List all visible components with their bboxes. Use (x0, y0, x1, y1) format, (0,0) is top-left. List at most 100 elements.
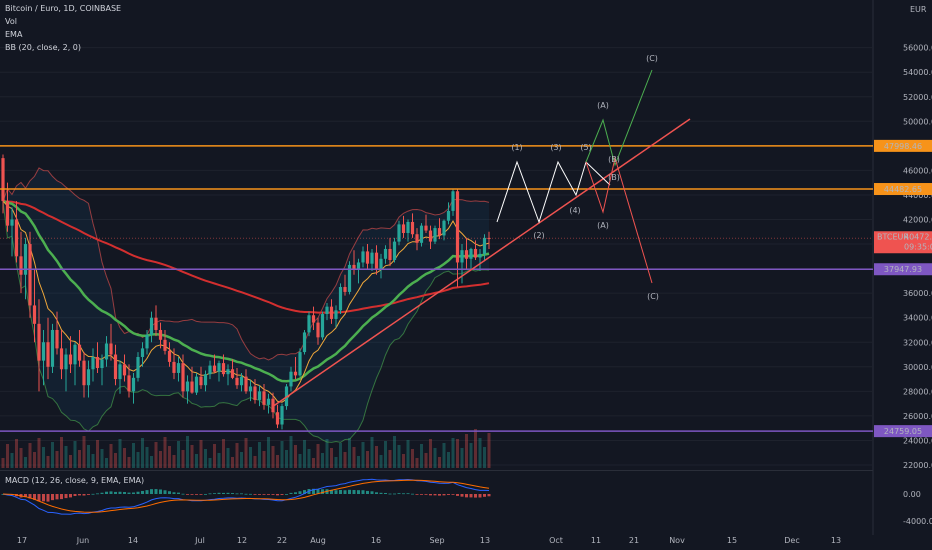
y-tick-label: 42000.00 (903, 216, 932, 225)
macd-histogram-bar (163, 490, 167, 494)
volume-bar (460, 448, 464, 468)
volume-bar (15, 439, 18, 468)
volume-bar (208, 458, 212, 468)
macd-histogram-bar (258, 494, 261, 495)
y-tick-label: 46000.00 (903, 166, 932, 175)
macd-histogram-bar (366, 490, 369, 494)
ema-green (2, 199, 490, 383)
candle-body (19, 256, 23, 275)
macd-histogram-bar (118, 491, 122, 494)
macd-histogram-bar (253, 494, 257, 495)
macd-histogram-bar (411, 493, 414, 495)
level-label: 37947.93 (884, 265, 922, 274)
macd-histogram-bar (271, 494, 275, 495)
volume-bar (172, 455, 176, 468)
volume-bar (73, 441, 77, 468)
candle-body (163, 339, 167, 351)
macd-histogram-bar (474, 494, 477, 498)
candle-body (442, 220, 446, 236)
level-tag (874, 263, 932, 276)
candle-body (145, 334, 149, 349)
y-tick-label: 26000.00 (903, 412, 932, 421)
panel-divider (0, 470, 873, 471)
macd-histogram-bar (91, 493, 95, 495)
macd-histogram-bar (294, 492, 297, 494)
volume-bar (240, 452, 243, 468)
volume-bar (442, 443, 446, 468)
y-tick-label: 28000.00 (903, 387, 932, 396)
volume-bar (226, 448, 230, 468)
rising-trendline (271, 118, 691, 408)
volume-bar (402, 454, 405, 468)
volume-bar (316, 444, 320, 468)
chart-title[interactable]: Bitcoin / Euro, 1D, COINBASE (5, 4, 122, 13)
x-tick-label: Nov (669, 536, 685, 545)
volume-bar (469, 443, 473, 468)
macd-legend[interactable]: MACD (12, 26, close, 9, EMA, EMA) (5, 476, 145, 485)
macd-histogram-bar (240, 493, 243, 495)
volume-bar (150, 456, 153, 468)
wave-label-white: (3) (550, 143, 561, 152)
macd-histogram-bar (424, 494, 428, 495)
wave-label-green: (B) (608, 173, 620, 182)
volume-bar (352, 447, 356, 468)
candle-body (469, 248, 473, 259)
candle-body (140, 348, 145, 357)
candle-body (109, 343, 113, 355)
volume-bar (154, 442, 158, 468)
wave-path-red (585, 156, 653, 284)
candle-body (64, 354, 68, 370)
macd-histogram-bar (199, 494, 203, 495)
y-tick-label: 50000.00 (903, 117, 932, 126)
macd-histogram-bar (487, 494, 491, 497)
macd-histogram-bar (402, 493, 405, 495)
volume-bar (199, 440, 203, 468)
x-tick-label: Aug (310, 536, 326, 545)
macd-histogram-bar (420, 494, 423, 495)
volume-bar (168, 446, 171, 468)
candle-body (473, 248, 478, 258)
macd-histogram-bar (82, 494, 86, 496)
volume-bar (213, 444, 216, 468)
legend-bb[interactable]: BB (20, close, 2, 0) (5, 43, 81, 52)
candle-body (77, 344, 82, 361)
macd-histogram-bar (109, 491, 113, 494)
candle-body (275, 412, 280, 425)
candle-body (401, 224, 406, 234)
macd-histogram-bar (460, 494, 464, 497)
legend-ema[interactable]: EMA (5, 30, 23, 39)
macd-histogram-bar (231, 493, 234, 494)
candle-body (289, 371, 293, 387)
y-tick-label: 22000.00 (903, 461, 932, 470)
volume-bar (60, 437, 63, 468)
candle-body (370, 252, 374, 264)
candle-body (59, 348, 64, 370)
volume-bar (33, 452, 36, 468)
candle-body (1, 158, 5, 202)
volume-bar (46, 456, 50, 468)
macd-histogram-bar (456, 494, 459, 496)
candle-body (482, 237, 487, 254)
volume-bar (424, 453, 428, 468)
macd-histogram-bar (127, 492, 131, 494)
volume-bar (361, 442, 365, 468)
volume-bar (159, 451, 162, 468)
volume-bar (285, 450, 288, 468)
volume-bar (204, 449, 207, 468)
macd-histogram-bar (213, 493, 216, 495)
volume-bar (145, 447, 149, 468)
wave-label-white: (1) (511, 143, 522, 152)
volume-bar (465, 434, 468, 468)
level-label: 24759.05 (884, 427, 922, 436)
macd-histogram-bar (406, 493, 410, 495)
volume-bar (406, 440, 410, 468)
legend-vol[interactable]: Vol (5, 17, 17, 26)
level-tag (874, 139, 932, 152)
macd-histogram-bar (370, 491, 374, 494)
candle-body (388, 248, 392, 261)
volume-bar (91, 454, 95, 468)
wave-label-red: (A) (597, 221, 609, 230)
volume-bar (303, 440, 306, 468)
